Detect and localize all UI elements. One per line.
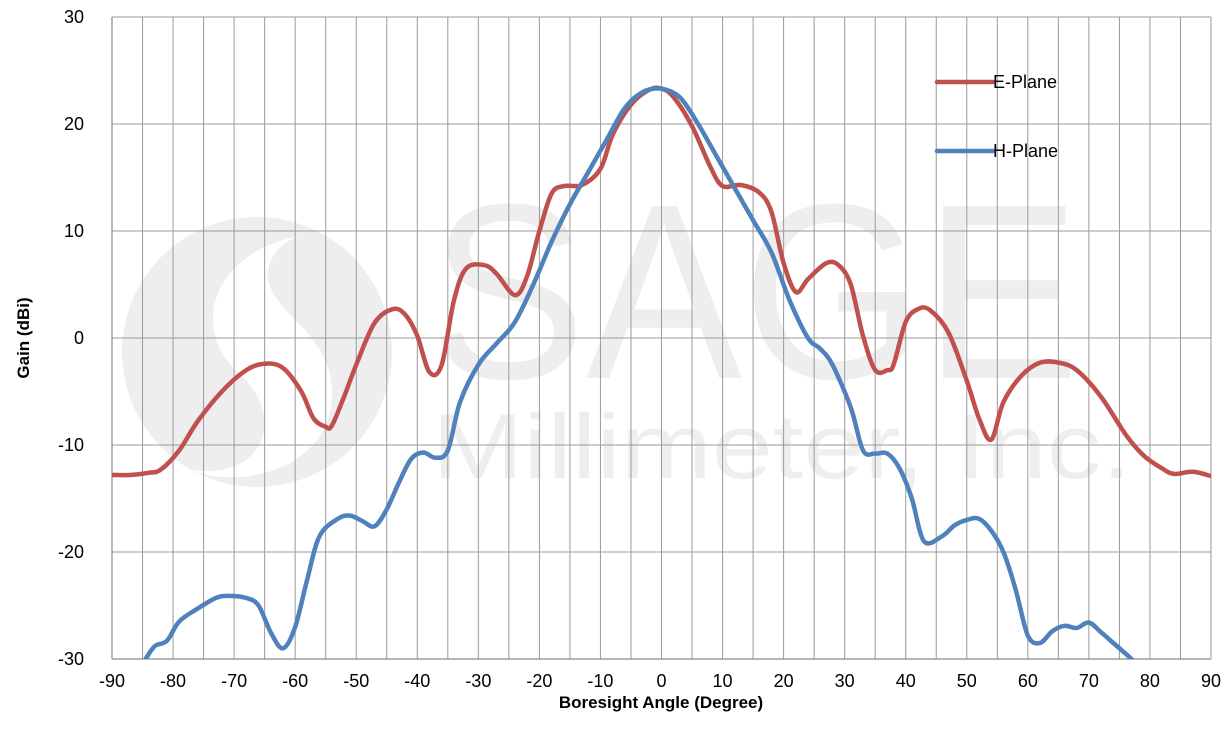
x-tick-label: 0 bbox=[656, 671, 666, 691]
y-tick-label: -10 bbox=[58, 435, 84, 455]
y-axis-title: Gain (dBi) bbox=[14, 297, 33, 378]
series-line-h-plane bbox=[143, 86, 1135, 659]
x-tick-label: 90 bbox=[1201, 671, 1221, 691]
legend-label-e-plane: E-Plane bbox=[993, 72, 1057, 92]
legend: E-Plane H-Plane bbox=[934, 72, 1058, 161]
x-tick-label: 80 bbox=[1140, 671, 1160, 691]
y-tick-label: -20 bbox=[58, 542, 84, 562]
x-tick-label: 10 bbox=[713, 671, 733, 691]
legend-label-h-plane: H-Plane bbox=[993, 141, 1058, 161]
x-axis-title: Boresight Angle (Degree) bbox=[559, 693, 763, 712]
y-tick-label: 20 bbox=[64, 114, 84, 134]
x-tick-label: 20 bbox=[774, 671, 794, 691]
x-tick-label: 30 bbox=[835, 671, 855, 691]
x-tick-labels: -90 -80 -70 -60 -50 -40 -30 -20 -10 0 10 20 30 40 50 60… bbox=[99, 671, 1221, 691]
grid bbox=[111, 16, 1212, 660]
x-tick-label: -90 bbox=[99, 671, 125, 691]
y-tick-labels: -30 -20 -10 0 10 20 30 bbox=[58, 7, 84, 669]
x-tick-label: 60 bbox=[1018, 671, 1038, 691]
x-tick-label: -10 bbox=[587, 671, 613, 691]
y-tick-label: 0 bbox=[74, 328, 84, 348]
x-tick-label: 50 bbox=[957, 671, 977, 691]
x-tick-label: -80 bbox=[160, 671, 186, 691]
x-tick-label: 70 bbox=[1079, 671, 1099, 691]
watermark-subtitle: Millimeter, Inc. bbox=[432, 396, 1132, 498]
y-tick-label: 30 bbox=[64, 7, 84, 27]
x-tick-label: -20 bbox=[526, 671, 552, 691]
watermark-brand: SAGE bbox=[430, 152, 1080, 431]
x-tick-label: -70 bbox=[221, 671, 247, 691]
x-tick-label: -50 bbox=[343, 671, 369, 691]
y-tick-label: -30 bbox=[58, 649, 84, 669]
y-tick-label: 10 bbox=[64, 221, 84, 241]
series-layer bbox=[112, 85, 1211, 659]
watermark-logo: SAGE Millimeter, Inc. bbox=[122, 152, 1132, 498]
watermark-swirl-icon bbox=[122, 217, 392, 487]
x-tick-label: -30 bbox=[465, 671, 491, 691]
x-tick-label: 40 bbox=[896, 671, 916, 691]
x-tick-label: -60 bbox=[282, 671, 308, 691]
x-tick-label: -40 bbox=[404, 671, 430, 691]
